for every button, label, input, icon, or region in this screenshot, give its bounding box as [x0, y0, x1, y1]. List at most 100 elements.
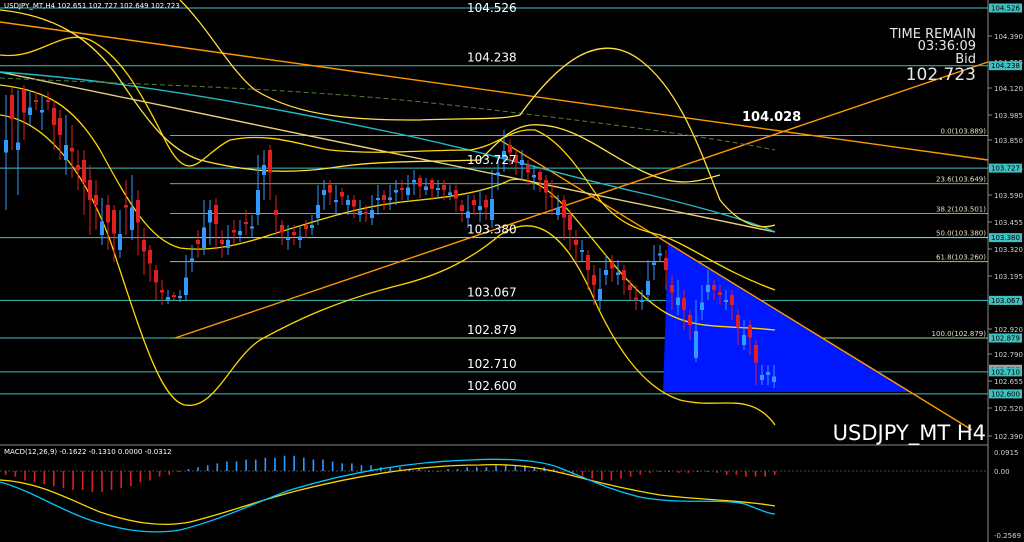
candle-body — [256, 190, 260, 215]
level-label: 103.727 — [467, 153, 517, 167]
candle-body — [604, 270, 608, 275]
macd-bar — [72, 471, 74, 490]
candle-body — [598, 289, 602, 300]
candle-body — [334, 200, 338, 202]
axis-tick-label: 102.520 — [994, 405, 1023, 413]
macd-bar — [101, 471, 103, 492]
axis-tick-label: 104.120 — [994, 85, 1023, 93]
macd-bar — [649, 471, 651, 473]
macd-bar — [33, 471, 36, 483]
level-label: 102.600 — [467, 379, 517, 393]
price-tag — [989, 333, 1022, 343]
fib-label: 23.6(103.649) — [936, 176, 986, 184]
candle-body — [496, 172, 500, 175]
candle-body — [754, 345, 758, 363]
macd-axis: 0.0915 0.00 -0.2569 — [994, 449, 1021, 540]
candle-body — [478, 206, 482, 210]
candle-body — [394, 190, 398, 193]
level-labels: 104.526 104.238 103.727 103.380 103.067 102.8… — [467, 1, 517, 393]
fib-label: 0.0(103.889) — [940, 128, 986, 136]
macd-bar — [322, 459, 324, 471]
macd-bar — [591, 471, 593, 479]
price-tag — [989, 389, 1022, 399]
candle-body — [268, 150, 272, 173]
candle-body — [328, 185, 332, 193]
price-tags: 104.526 104.238 103.727 103.380 103.067 102.8… — [989, 3, 1022, 399]
macd-bar — [514, 465, 517, 471]
candle-body — [742, 335, 746, 345]
candle-body — [448, 192, 452, 195]
macd-main-line — [0, 458, 776, 533]
candle-body — [484, 200, 488, 208]
level-label: 103.067 — [467, 285, 517, 299]
price-tag — [989, 367, 1022, 377]
macd-bar — [552, 469, 555, 471]
candle-body — [652, 262, 656, 265]
candle-body — [262, 165, 266, 175]
bollinger-outer-upper-2 — [179, 0, 776, 228]
candle-body — [514, 155, 518, 163]
candle-body — [610, 262, 614, 269]
macd-bar — [504, 465, 507, 471]
price-tag — [989, 163, 1022, 173]
macd-bar — [658, 471, 661, 472]
axis-tick-label: 102.920 — [994, 326, 1023, 334]
candle-body — [694, 331, 698, 358]
macd-bar — [264, 457, 267, 471]
candle-body — [700, 302, 704, 310]
macd-bar — [216, 463, 219, 471]
macd-bar — [437, 471, 440, 472]
candle-body — [586, 255, 590, 270]
candle-body — [4, 140, 8, 153]
candle-body — [196, 240, 200, 244]
candle-body — [418, 178, 422, 187]
macd-bar — [620, 471, 622, 479]
fib-label: 50.0(103.380) — [936, 230, 986, 238]
moving-averages — [0, 71, 776, 233]
candle-body — [460, 205, 464, 211]
candle-body — [316, 205, 320, 218]
candle-body — [172, 295, 176, 297]
macd-bar — [524, 465, 526, 471]
macd-bar — [235, 461, 238, 471]
axis-tick-label: 103.195 — [994, 273, 1023, 281]
price-tag-label: 103.067 — [991, 297, 1020, 305]
bollinger-upper — [0, 36, 776, 291]
candle-body — [670, 285, 674, 293]
candle-body — [40, 110, 44, 113]
macd-bar — [302, 457, 305, 471]
candle-body — [748, 325, 752, 338]
candle-body — [286, 237, 290, 240]
macd-bar — [697, 471, 699, 472]
candle-body — [250, 226, 254, 229]
macd-bar — [120, 471, 122, 489]
price-tag-label: 104.238 — [991, 62, 1020, 70]
macd-bar — [562, 471, 565, 473]
candle-body — [580, 250, 584, 252]
ma-green-dashed — [0, 77, 776, 151]
candle-body — [22, 90, 26, 113]
candle-body — [46, 100, 50, 102]
ma-cyan-line — [0, 71, 776, 233]
level-label: 104.238 — [467, 51, 517, 65]
macd-bar — [735, 471, 738, 475]
steep-descending-trendline — [499, 139, 973, 431]
candle-body — [226, 240, 230, 248]
macd-histogram — [5, 455, 776, 492]
candle-body — [352, 200, 356, 207]
candle-body — [376, 198, 380, 200]
candle-body — [646, 281, 650, 295]
macd-bar — [668, 471, 670, 472]
price-tag — [989, 3, 1022, 13]
price-tag — [989, 295, 1022, 305]
candle-body — [64, 145, 68, 160]
plot-background — [0, 0, 988, 542]
macd-bar — [149, 471, 151, 481]
candle-body — [616, 272, 620, 275]
macd-bar — [293, 455, 295, 471]
candle-body — [772, 376, 776, 382]
macd-bar — [447, 469, 449, 471]
price-tag-label: 102.879 — [991, 335, 1020, 343]
fib-label: 61.8(103.260) — [936, 254, 986, 262]
candle-body — [736, 315, 740, 328]
